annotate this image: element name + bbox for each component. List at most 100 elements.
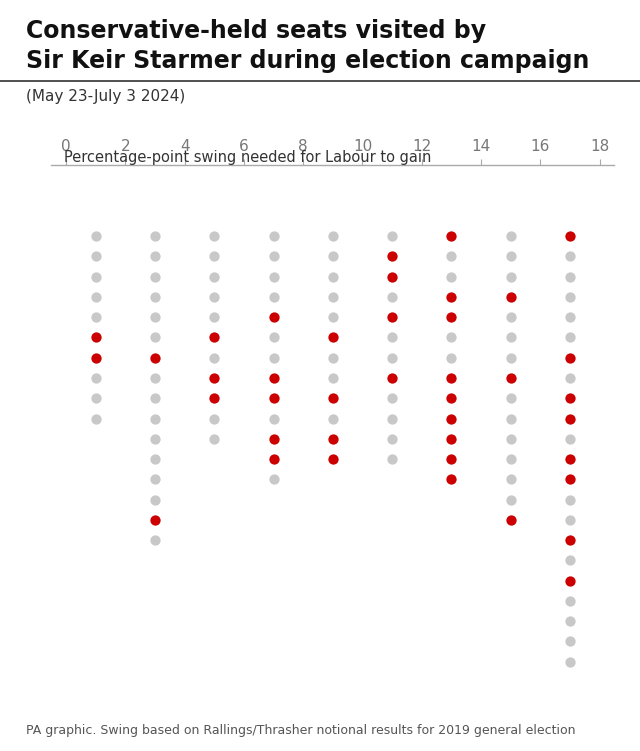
- Point: [565, 473, 575, 485]
- Point: [565, 270, 575, 282]
- Point: [446, 230, 456, 242]
- Point: [506, 230, 516, 242]
- Point: [565, 453, 575, 465]
- Point: [328, 433, 338, 445]
- Point: [506, 392, 516, 404]
- Point: [150, 230, 160, 242]
- Point: [506, 412, 516, 424]
- Point: [90, 311, 100, 323]
- Text: (May 23-July 3 2024): (May 23-July 3 2024): [26, 89, 185, 104]
- Point: [446, 270, 456, 282]
- Point: [268, 331, 278, 343]
- Point: [268, 250, 278, 262]
- Point: [150, 331, 160, 343]
- Point: [268, 291, 278, 303]
- Point: [565, 656, 575, 668]
- Point: [565, 514, 575, 526]
- Point: [209, 230, 220, 242]
- Point: [209, 351, 220, 363]
- Point: [328, 230, 338, 242]
- Point: [209, 331, 220, 343]
- Point: [387, 331, 397, 343]
- Point: [565, 250, 575, 262]
- Point: [328, 372, 338, 384]
- Point: [565, 534, 575, 546]
- Point: [90, 412, 100, 424]
- Point: [90, 392, 100, 404]
- Point: [328, 270, 338, 282]
- Point: [209, 311, 220, 323]
- Point: [150, 351, 160, 363]
- Point: [387, 412, 397, 424]
- Point: [506, 250, 516, 262]
- Point: [150, 250, 160, 262]
- Point: [565, 595, 575, 607]
- Point: [506, 372, 516, 384]
- Point: [506, 351, 516, 363]
- Text: Percentage-point swing needed for Labour to gain: Percentage-point swing needed for Labour…: [64, 150, 431, 165]
- Point: [90, 331, 100, 343]
- Point: [209, 433, 220, 445]
- Point: [506, 433, 516, 445]
- Point: [328, 250, 338, 262]
- Point: [446, 453, 456, 465]
- Point: [150, 291, 160, 303]
- Text: Sir Keir Starmer during election campaign: Sir Keir Starmer during election campaig…: [26, 49, 589, 73]
- Point: [387, 392, 397, 404]
- Point: [268, 473, 278, 485]
- Point: [506, 493, 516, 505]
- Point: [446, 392, 456, 404]
- Point: [90, 250, 100, 262]
- Point: [90, 291, 100, 303]
- Point: [150, 412, 160, 424]
- Point: [565, 351, 575, 363]
- Point: [565, 392, 575, 404]
- Point: [446, 412, 456, 424]
- Point: [387, 230, 397, 242]
- Point: [565, 615, 575, 627]
- Point: [328, 412, 338, 424]
- Point: [209, 412, 220, 424]
- Point: [446, 351, 456, 363]
- Point: [506, 270, 516, 282]
- Point: [268, 230, 278, 242]
- Point: [90, 270, 100, 282]
- Point: [268, 351, 278, 363]
- Point: [387, 270, 397, 282]
- Point: [565, 493, 575, 505]
- Point: [387, 311, 397, 323]
- Point: [328, 351, 338, 363]
- Point: [565, 311, 575, 323]
- Point: [506, 514, 516, 526]
- Point: [209, 270, 220, 282]
- Point: [150, 493, 160, 505]
- Point: [209, 291, 220, 303]
- Point: [565, 575, 575, 587]
- Point: [565, 554, 575, 566]
- Point: [446, 331, 456, 343]
- Text: Conservative-held seats visited by: Conservative-held seats visited by: [26, 19, 486, 43]
- Point: [268, 311, 278, 323]
- Point: [565, 412, 575, 424]
- Point: [387, 250, 397, 262]
- Point: [387, 453, 397, 465]
- Point: [150, 372, 160, 384]
- Point: [506, 453, 516, 465]
- Point: [565, 433, 575, 445]
- Point: [150, 392, 160, 404]
- Point: [150, 270, 160, 282]
- Point: [446, 250, 456, 262]
- Point: [446, 291, 456, 303]
- Point: [446, 433, 456, 445]
- Point: [328, 311, 338, 323]
- Text: PA graphic. Swing based on Rallings/Thrasher notional results for 2019 general e: PA graphic. Swing based on Rallings/Thra…: [26, 725, 575, 737]
- Point: [328, 453, 338, 465]
- Point: [387, 351, 397, 363]
- Point: [150, 453, 160, 465]
- Point: [328, 291, 338, 303]
- Point: [565, 372, 575, 384]
- Point: [90, 230, 100, 242]
- Point: [328, 331, 338, 343]
- Point: [446, 311, 456, 323]
- Point: [506, 331, 516, 343]
